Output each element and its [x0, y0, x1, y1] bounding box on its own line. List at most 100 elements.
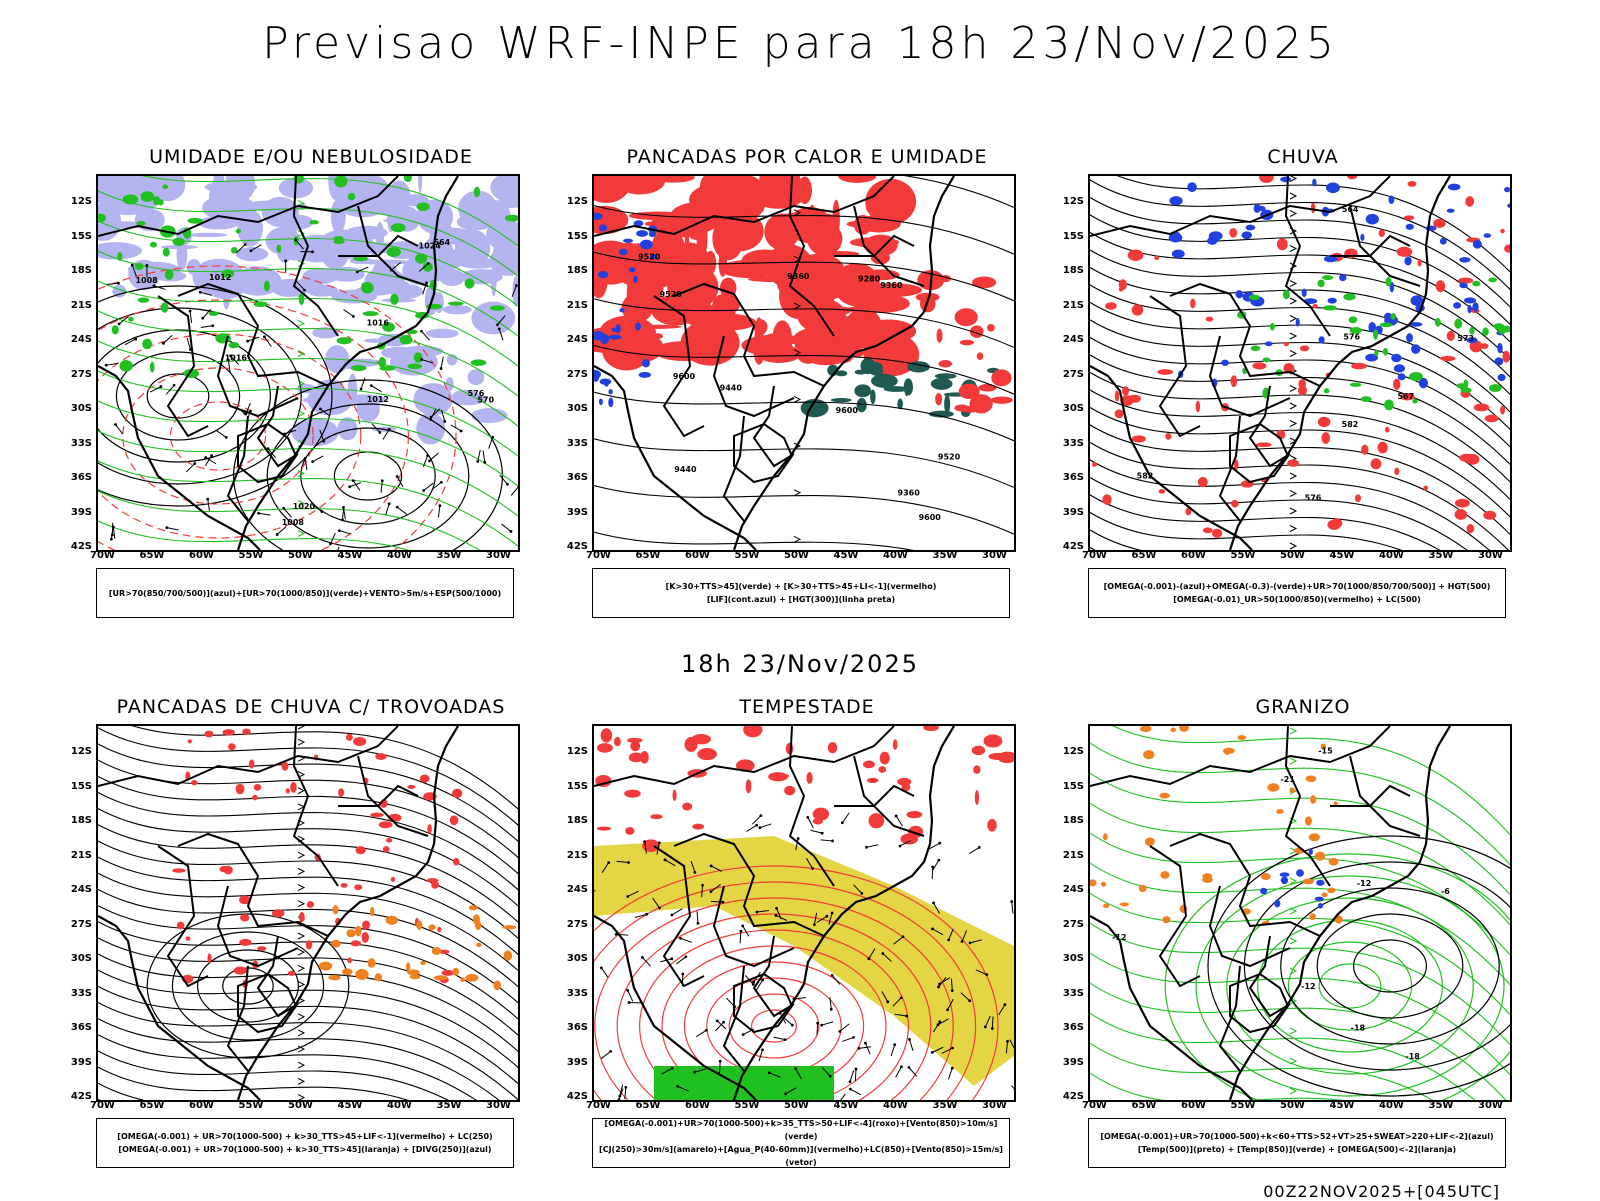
lat-tick-label: 12S	[1056, 196, 1084, 207]
lon-tick-label: 50W	[784, 550, 809, 561]
lat-tick-label: 24S	[1056, 334, 1084, 345]
lon-tick-label: 45W	[834, 550, 859, 561]
map-granizo: -6-12-18-15-18-21-12-12	[1088, 724, 1512, 1102]
lon-tick-label: 55W	[735, 550, 760, 561]
contour-label: 9360	[898, 489, 921, 498]
panel-title: TEMPESTADE	[592, 696, 1022, 718]
legend: [K>30+TTS>45](verde) + [K>30+TTS>45+LI<-…	[592, 568, 1010, 618]
lat-tick-label: 30S	[560, 403, 588, 414]
lat-tick-label: 18S	[560, 265, 588, 276]
lat-tick-label: 30S	[64, 953, 92, 964]
contour-label: 576	[468, 389, 485, 398]
lon-tick-label: 65W	[140, 550, 165, 561]
lat-tick-label: 33S	[560, 438, 588, 449]
mid-time-label: 18h 23/Nov/2025	[0, 650, 1600, 678]
panel-title: CHUVA	[1088, 146, 1518, 168]
lon-tick-label: 55W	[239, 550, 264, 561]
lon-tick-label: 40W	[883, 550, 908, 561]
contour-label: 9600	[673, 372, 696, 381]
lon-tick-label: 35W	[933, 550, 958, 561]
lat-tick-label: 42S	[1056, 541, 1084, 552]
legend-line: [OMEGA(-0.001) + UR>70(1000-500) + k>30_…	[97, 1143, 513, 1156]
lat-tick-label: 18S	[1056, 815, 1084, 826]
lat-tick-label: 36S	[560, 472, 588, 483]
legend-line: [K>30+TTS>45](verde) + [K>30+TTS>45+LI<-…	[593, 580, 1009, 593]
lon-tick-label: 35W	[437, 550, 462, 561]
lon-tick-label: 65W	[1132, 1100, 1157, 1111]
lat-tick-label: 15S	[64, 781, 92, 792]
lon-tick-label: 70W	[90, 550, 115, 561]
lon-tick-label: 35W	[437, 1100, 462, 1111]
lon-tick-label: 45W	[1330, 550, 1355, 561]
lat-tick-label: 27S	[1056, 369, 1084, 380]
lat-tick-label: 36S	[1056, 1022, 1084, 1033]
lon-tick-label: 45W	[1330, 1100, 1355, 1111]
lon-tick-label: 40W	[883, 1100, 908, 1111]
lon-tick-label: 30W	[486, 550, 511, 561]
lat-tick-label: 15S	[1056, 781, 1084, 792]
legend-line: [UR>70(850/700/500)](azul)+[UR>70(1000/8…	[97, 587, 513, 600]
lat-tick-label: 27S	[64, 369, 92, 380]
contour-label: 573	[1457, 334, 1474, 343]
lon-tick-label: 70W	[586, 1100, 611, 1111]
contour-label: 9440	[720, 383, 743, 392]
lon-tick-label: 45W	[338, 1100, 363, 1111]
lat-tick-label: 24S	[560, 884, 588, 895]
legend: [UR>70(850/700/500)](azul)+[UR>70(1000/8…	[96, 568, 514, 618]
panel-title: GRANIZO	[1088, 696, 1518, 718]
contour-label: 9600	[919, 513, 942, 522]
lat-tick-label: 36S	[64, 1022, 92, 1033]
lon-tick-label: 65W	[1132, 550, 1157, 561]
lat-tick-label: 15S	[1056, 231, 1084, 242]
lon-tick-label: 55W	[1231, 550, 1256, 561]
lon-tick-label: 50W	[288, 1100, 313, 1111]
contour-label: 9520	[938, 453, 961, 462]
lat-tick-label: 12S	[560, 746, 588, 757]
lon-tick-label: 35W	[1429, 550, 1454, 561]
legend-line: [OMEGA(-0.001) + UR>70(1000-500) + k>30_…	[97, 1130, 513, 1143]
lon-tick-label: 30W	[982, 1100, 1007, 1111]
lon-tick-label: 70W	[586, 550, 611, 561]
contour-label: -21	[1280, 775, 1295, 784]
contour-label: 564	[433, 238, 450, 247]
contours	[147, 914, 349, 1058]
contour-label: 1012	[367, 395, 389, 404]
lat-tick-label: 39S	[1056, 507, 1084, 518]
main-title: Previsao WRF-INPE para 18h 23/Nov/2025	[0, 18, 1600, 69]
lon-tick-label: 60W	[685, 550, 710, 561]
lon-tick-label: 60W	[685, 1100, 710, 1111]
contour-label: 9520	[660, 290, 683, 299]
lat-tick-label: 36S	[1056, 472, 1084, 483]
lon-tick-label: 35W	[1429, 1100, 1454, 1111]
legend-line: [OMEGA(-0.001)-(azul)+OMEGA(-0.3)-(verde…	[1089, 580, 1505, 593]
lon-tick-label: 40W	[387, 1100, 412, 1111]
lat-tick-label: 21S	[560, 850, 588, 861]
lon-tick-label: 40W	[1379, 550, 1404, 561]
contour-label: 1008	[135, 276, 158, 285]
lat-tick-label: 18S	[64, 815, 92, 826]
lat-tick-label: 42S	[560, 541, 588, 552]
lon-tick-label: 30W	[486, 1100, 511, 1111]
lat-tick-label: 33S	[1056, 988, 1084, 999]
panel-title: PANCADAS POR CALOR E UMIDADE	[592, 146, 1022, 168]
contour-label: -12	[1112, 933, 1126, 942]
legend: [OMEGA(-0.001) + UR>70(1000-500) + k>30_…	[96, 1118, 514, 1168]
lat-tick-label: 24S	[64, 334, 92, 345]
legend-line: [Temp(500)](preto) + [Temp(850)](verde) …	[1089, 1143, 1505, 1156]
lon-tick-label: 50W	[1280, 550, 1305, 561]
lon-tick-label: 70W	[1082, 550, 1107, 561]
lon-tick-label: 35W	[933, 1100, 958, 1111]
lat-tick-label: 18S	[560, 815, 588, 826]
lat-tick-label: 30S	[64, 403, 92, 414]
contour-label: 9280	[858, 274, 881, 283]
lat-tick-label: 36S	[560, 1022, 588, 1033]
streamlines	[1090, 726, 1510, 1100]
panel-title: UMIDADE E/OU NEBULOSIDADE	[96, 146, 526, 168]
legend-line: [LIF](cont.azul) + [HGT(300)](linha pret…	[593, 593, 1009, 606]
contour-label: 1016	[225, 354, 248, 363]
lat-tick-label: 30S	[1056, 403, 1084, 414]
lon-tick-label: 50W	[1280, 1100, 1305, 1111]
contour-label: -12	[1357, 879, 1371, 888]
lon-tick-label: 45W	[834, 1100, 859, 1111]
contour-label: 582	[1342, 420, 1359, 429]
